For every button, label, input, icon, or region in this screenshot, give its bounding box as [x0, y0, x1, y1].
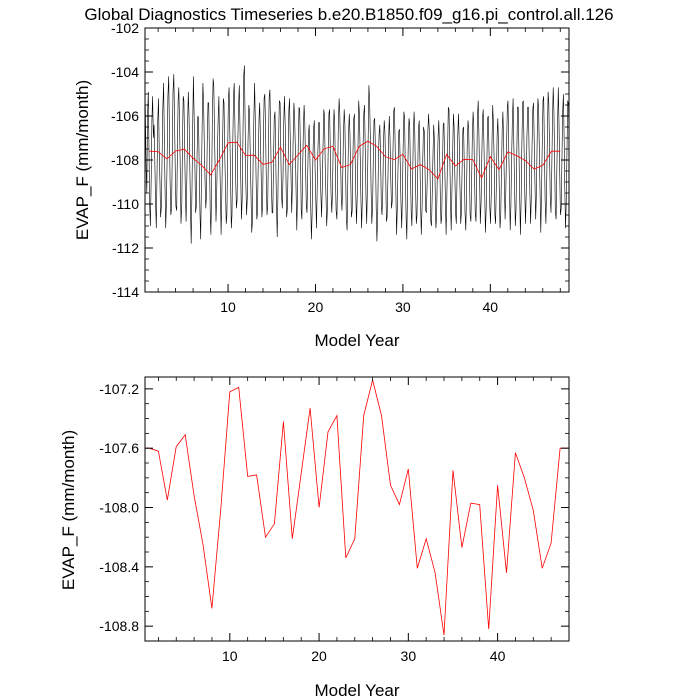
bottom-x-tick-label: 20 [311, 648, 327, 664]
top-x-tick-label: 40 [483, 299, 499, 315]
bottom-x-tick-label: 30 [401, 648, 417, 664]
top-series-annual-mean-line [149, 140, 561, 180]
top-y-axis-label: EVAP_F (mm/month) [73, 80, 92, 240]
bottom-tick-layer: 10 20 30 40 -107.2 -107.6 -108.0 -108.4 -108.8 [99, 377, 570, 664]
bottom-plot-frame [144, 376, 570, 642]
top-y-tick-label: -108 [111, 152, 139, 168]
top-y-tick-label: -102 [111, 20, 139, 36]
top-y-tick-label: -110 [112, 196, 139, 212]
top-chart: Global Diagnostics Timeseries b.e20.B185… [73, 5, 614, 350]
top-series-monthly-line [145, 65, 569, 244]
chart-title: Global Diagnostics Timeseries b.e20.B185… [84, 5, 613, 24]
top-series-layer [145, 65, 569, 244]
bottom-x-axis-label: Model Year [314, 681, 399, 700]
bottom-series-annual-mean-line [145, 379, 569, 636]
bottom-chart: 10 20 30 40 -107.2 -107.6 -108.0 -108.4 -108.8 M… [59, 376, 570, 700]
bottom-y-axis-label: EVAP_F (mm/month) [59, 430, 78, 590]
top-x-tick-label: 30 [395, 299, 411, 315]
top-plot-frame [144, 27, 570, 293]
bottom-x-tick-label: 10 [222, 648, 238, 664]
top-y-tick-label: -112 [112, 240, 139, 256]
top-x-tick-label: 10 [220, 299, 236, 315]
top-x-axis-label: Model Year [314, 331, 399, 350]
top-y-tick-label: -106 [111, 108, 139, 124]
bottom-y-tick-label: -108.4 [99, 559, 139, 575]
top-x-tick-label: 20 [308, 299, 324, 315]
bottom-y-tick-label: -108.8 [99, 618, 139, 634]
top-y-tick-label: -104 [111, 64, 139, 80]
bottom-y-tick-label: -107.6 [99, 440, 139, 456]
bottom-series-layer [145, 379, 569, 636]
top-y-tick-label: -114 [112, 284, 139, 300]
bottom-y-tick-label: -107.2 [99, 381, 139, 397]
bottom-y-tick-label: -108.0 [99, 500, 139, 516]
bottom-x-tick-label: 40 [490, 648, 506, 664]
top-tick-layer: 10 20 30 40 -114 -112 -110 -108 -106 -104 -102 [111, 20, 569, 315]
